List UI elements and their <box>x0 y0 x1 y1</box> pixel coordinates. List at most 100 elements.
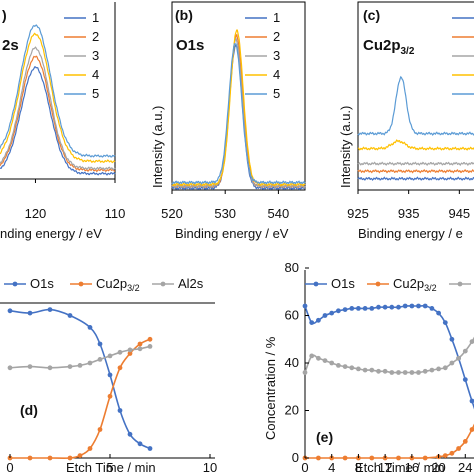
data-point <box>309 320 315 325</box>
panel-c-y-axis-label: Intensity (a.u.) <box>338 106 353 188</box>
panel-e-x-axis-label: Etch Time / min <box>355 460 445 474</box>
x-tick-label: 520 <box>161 206 183 221</box>
data-point <box>336 363 341 368</box>
x-tick-label: 0 <box>6 460 13 474</box>
data-point <box>356 306 361 311</box>
legend-label-2: 2 <box>273 29 280 44</box>
legend-label-4: 4 <box>92 67 99 82</box>
x-tick-label: 110 <box>105 206 126 221</box>
data-point <box>7 365 13 371</box>
data-point <box>97 341 103 347</box>
spectrum-line-4 <box>0 32 116 164</box>
panel-e-label: (e) <box>316 429 333 445</box>
legend-marker <box>457 281 463 287</box>
series-line-O1s <box>9 308 151 450</box>
data-point <box>429 306 435 311</box>
data-point <box>302 303 308 309</box>
data-point <box>362 306 368 311</box>
data-point <box>462 348 468 354</box>
legend-label-1: 1 <box>273 10 280 25</box>
data-point <box>376 368 381 374</box>
data-point <box>147 446 153 451</box>
panel-c-label: (c) <box>363 7 380 23</box>
legend-label-5: 5 <box>273 86 280 101</box>
legend-marker <box>160 281 166 287</box>
data-point <box>462 439 468 444</box>
data-point <box>429 367 435 373</box>
data-point <box>67 364 73 369</box>
spectrum-line-5 <box>357 75 474 136</box>
data-point <box>47 365 53 371</box>
data-point <box>382 368 388 374</box>
x-tick-label: 530 <box>214 206 236 221</box>
data-point <box>329 360 335 366</box>
data-point <box>302 370 308 375</box>
data-point <box>147 336 153 342</box>
data-point <box>422 303 428 309</box>
data-point <box>336 308 341 314</box>
series-line-Cu2p3-2 <box>9 338 151 459</box>
legend-label-main: O1s <box>331 276 355 291</box>
data-point <box>469 398 474 404</box>
data-point <box>389 304 395 310</box>
spectrum-line-1 <box>0 66 116 176</box>
panel-a-element-label: 2s <box>2 37 19 54</box>
data-point <box>396 455 401 461</box>
x-tick-label: 24 <box>458 460 472 474</box>
data-point <box>362 367 368 373</box>
panel-c-element-main: Cu2p <box>363 37 401 54</box>
x-tick-label: 16 <box>405 460 419 474</box>
data-point <box>127 351 133 356</box>
data-point <box>107 393 113 399</box>
legend-marker <box>12 281 18 287</box>
y-tick-label: 0 <box>292 450 299 465</box>
spectrum-line-5 <box>0 24 116 158</box>
legend-marker <box>375 281 381 287</box>
data-point <box>87 446 93 451</box>
x-tick-label: 12 <box>378 460 392 474</box>
legend-label-main: Al2s <box>178 276 204 291</box>
legend-label-2: 2 <box>92 29 99 44</box>
x-tick-label: 120 <box>25 206 47 221</box>
legend-label: Al2s <box>178 276 204 291</box>
data-point <box>396 304 401 310</box>
data-point <box>117 349 123 355</box>
data-point <box>67 313 73 318</box>
legend-label-sub: 3/2 <box>424 283 437 293</box>
panel-b-legend: 1 2 3 4 5 <box>245 10 280 101</box>
panel-d-x-axis-label: Etch Time / min <box>66 460 156 474</box>
y-tick-label: 20 <box>285 403 299 418</box>
panel-d-plot <box>7 307 153 461</box>
panel-a-plot <box>0 24 116 176</box>
data-point <box>436 310 441 316</box>
panel-b-x-ticks: 520 530 540 <box>161 190 289 221</box>
spectrum-line-1 <box>357 176 474 181</box>
panel-a-label: ) <box>2 7 7 23</box>
x-tick-label: 540 <box>268 206 290 221</box>
data-point <box>127 347 133 353</box>
data-point <box>322 358 328 363</box>
panel-c-x-ticks: 925 935 945 <box>347 190 470 221</box>
x-tick-label: 935 <box>398 206 420 221</box>
panel-b-element-label: O1s <box>176 37 204 54</box>
panel-c-x-axis-label: Binding energy / e <box>358 226 463 241</box>
x-tick-label: 10 <box>203 460 217 474</box>
data-point <box>7 308 13 314</box>
data-point <box>27 310 33 316</box>
legend-marker <box>313 281 319 287</box>
data-point <box>322 313 328 318</box>
legend-label-1: 1 <box>92 10 99 25</box>
data-point <box>137 346 143 352</box>
data-point <box>369 367 375 373</box>
legend-label: Cu2p3/2 <box>393 276 437 293</box>
data-point <box>456 446 461 451</box>
panel-b-plot <box>171 29 306 191</box>
data-point <box>97 357 103 362</box>
data-point <box>422 455 428 461</box>
panel-c-element-sub: 3/2 <box>401 46 415 57</box>
x-tick-label: 5 <box>106 460 113 474</box>
legend-label-5: 5 <box>92 86 99 101</box>
